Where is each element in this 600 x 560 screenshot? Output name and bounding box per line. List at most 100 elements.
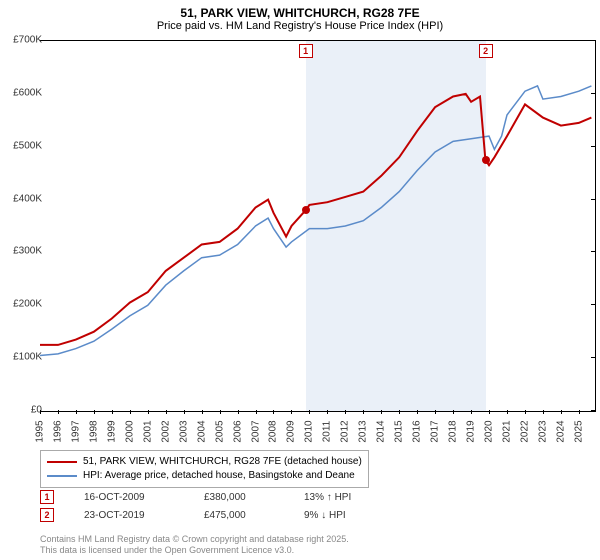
x-tick-mark [525,410,526,414]
footer-line-1: Contains HM Land Registry data © Crown c… [40,534,349,544]
legend-swatch [47,461,77,463]
x-tick-label: 1995 [35,420,46,442]
x-tick-label: 2018 [448,420,459,442]
chart-marker-1: 1 [299,44,313,58]
x-tick-mark [184,410,185,414]
x-tick-label: 2025 [573,420,584,442]
x-tick-mark [166,410,167,414]
legend-label: HPI: Average price, detached house, Basi… [83,469,355,483]
x-tick-label: 2007 [250,420,261,442]
x-tick-label: 2002 [160,420,171,442]
sale-marker-box: 2 [40,508,54,522]
x-tick-label: 2022 [519,420,530,442]
x-tick-label: 2004 [196,420,207,442]
x-tick-mark [40,410,41,414]
x-tick-mark [291,410,292,414]
sale-dot-1 [302,206,310,214]
x-tick-label: 2005 [214,420,225,442]
x-tick-label: 2024 [555,420,566,442]
x-tick-mark [327,410,328,414]
x-tick-label: 2015 [394,420,405,442]
x-tick-mark [471,410,472,414]
x-tick-mark [148,410,149,414]
sale-delta: 9% ↓ HPI [304,510,346,521]
x-tick-mark [202,410,203,414]
x-tick-mark [256,410,257,414]
x-tick-label: 1998 [88,420,99,442]
line-svg [40,41,595,411]
x-tick-label: 2009 [286,420,297,442]
x-tick-mark [345,410,346,414]
x-tick-label: 2001 [142,420,153,442]
x-tick-label: 2006 [232,420,243,442]
legend-label: 51, PARK VIEW, WHITCHURCH, RG28 7FE (det… [83,455,362,469]
sale-price: £475,000 [204,510,274,521]
sale-record-1: 116-OCT-2009£380,00013% ↑ HPI [40,490,351,504]
sale-price: £380,000 [204,492,274,503]
x-tick-label: 2019 [466,420,477,442]
sale-date: 23-OCT-2019 [84,510,174,521]
x-tick-label: 2000 [124,420,135,442]
chart-container: 51, PARK VIEW, WHITCHURCH, RG28 7FE Pric… [0,0,600,560]
x-tick-mark [76,410,77,414]
y-tick-mark [591,40,595,41]
x-tick-label: 1997 [70,420,81,442]
x-tick-mark [309,410,310,414]
y-tick-mark [591,199,595,200]
y-tick-mark [591,357,595,358]
x-tick-mark [579,410,580,414]
chart-title: 51, PARK VIEW, WHITCHURCH, RG28 7FE [0,0,600,20]
x-tick-label: 2014 [376,420,387,442]
x-tick-mark [417,410,418,414]
sale-delta: 13% ↑ HPI [304,492,351,503]
plot-area: 12 [40,40,596,412]
x-tick-label: 2016 [412,420,423,442]
footer-line-2: This data is licensed under the Open Gov… [40,545,294,555]
y-tick-label: £700K [13,35,42,46]
x-tick-label: 2012 [340,420,351,442]
legend-item: 51, PARK VIEW, WHITCHURCH, RG28 7FE (det… [47,455,362,469]
y-tick-mark [591,146,595,147]
x-tick-mark [94,410,95,414]
x-tick-label: 2020 [484,420,495,442]
y-tick-label: £600K [13,87,42,98]
legend-box: 51, PARK VIEW, WHITCHURCH, RG28 7FE (det… [40,450,369,488]
x-tick-mark [112,410,113,414]
x-tick-label: 2017 [430,420,441,442]
x-tick-mark [507,410,508,414]
x-tick-label: 1999 [106,420,117,442]
y-tick-label: £200K [13,299,42,310]
y-tick-label: £300K [13,246,42,257]
sale-record-2: 2 23-OCT-2019 £475,000 9% ↓ HPI [40,508,346,522]
y-tick-label: £400K [13,193,42,204]
x-tick-mark [238,410,239,414]
chart-subtitle: Price paid vs. HM Land Registry's House … [0,20,600,36]
x-tick-label: 2021 [501,420,512,442]
x-tick-label: 1996 [52,420,63,442]
x-tick-mark [561,410,562,414]
y-tick-mark [591,410,595,411]
legend-item: HPI: Average price, detached house, Basi… [47,469,362,483]
x-tick-label: 2023 [537,420,548,442]
x-tick-mark [130,410,131,414]
y-tick-label: £500K [13,140,42,151]
y-tick-mark [591,304,595,305]
x-tick-mark [363,410,364,414]
x-tick-mark [381,410,382,414]
y-tick-mark [591,251,595,252]
sale-dot-2 [482,156,490,164]
sale-marker-box: 1 [40,490,54,504]
x-tick-label: 2008 [268,420,279,442]
line-property [40,94,591,345]
line-hpi [40,86,591,356]
y-tick-label: £100K [13,352,42,363]
legend-swatch [47,475,77,477]
x-tick-mark [435,410,436,414]
x-tick-mark [489,410,490,414]
x-tick-mark [58,410,59,414]
x-tick-mark [220,410,221,414]
x-tick-mark [543,410,544,414]
chart-marker-2: 2 [479,44,493,58]
x-tick-mark [399,410,400,414]
x-tick-label: 2003 [178,420,189,442]
